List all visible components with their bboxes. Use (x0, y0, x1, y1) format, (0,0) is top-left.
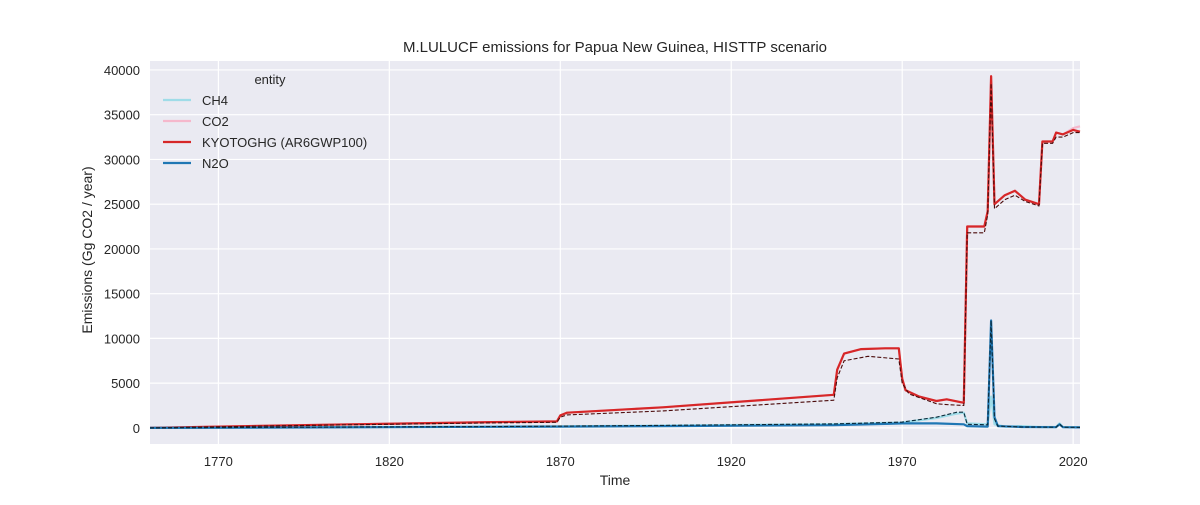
x-tick-labels: 1770 1820 1870 1920 1970 2020 (204, 454, 1088, 469)
legend-label: CO2 (202, 114, 229, 129)
x-tick-label: 1770 (204, 454, 233, 469)
legend-label: KYOTOGHG (AR6GWP100) (202, 135, 367, 150)
x-tick-label: 2020 (1059, 454, 1088, 469)
y-tick-labels: 0 5000 10000 15000 20000 25000 30000 35000 40000 (104, 63, 140, 436)
legend-title: entity (254, 72, 286, 87)
x-tick-label: 1870 (546, 454, 575, 469)
y-axis-title: Emissions (Gg CO2 / year) (79, 166, 95, 333)
y-tick-label: 40000 (104, 63, 140, 78)
x-tick-label: 1920 (717, 454, 746, 469)
y-tick-label: 25000 (104, 197, 140, 212)
x-tick-label: 1820 (375, 454, 404, 469)
plot-background (150, 61, 1080, 444)
x-tick-label: 1970 (888, 454, 917, 469)
legend-label: N2O (202, 156, 229, 171)
legend: entity CH4 CO2 KYOTOGHG (AR6GWP100) N2O (163, 72, 367, 171)
chart-title: M.LULUCF emissions for Papua New Guinea,… (403, 39, 827, 56)
grid-lines (150, 61, 1080, 444)
y-tick-label: 15000 (104, 287, 140, 302)
legend-items: CH4 CO2 KYOTOGHG (AR6GWP100) N2O (163, 93, 367, 171)
series-line-kyotoghg-ar6gwp100 (149, 75, 1081, 429)
y-tick-label: 20000 (104, 242, 140, 257)
y-tick-label: 5000 (111, 376, 140, 391)
x-axis-title: Time (600, 472, 631, 488)
y-tick-label: 30000 (104, 152, 140, 167)
series-lines (149, 75, 1081, 429)
y-tick-label: 0 (133, 421, 140, 436)
dashed-reference-line (149, 319, 1081, 429)
legend-label: CH4 (202, 93, 228, 108)
y-tick-label: 10000 (104, 331, 140, 346)
y-tick-label: 35000 (104, 108, 140, 123)
